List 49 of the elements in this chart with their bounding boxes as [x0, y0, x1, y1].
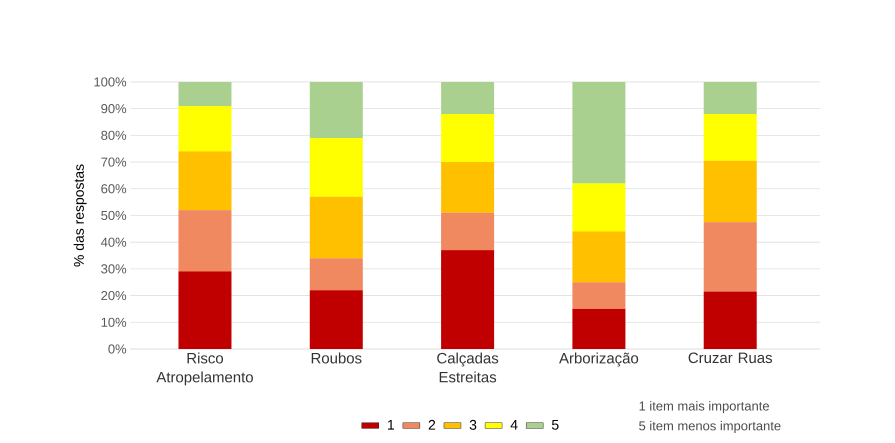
y-tick-label: 100%: [94, 77, 126, 86]
bar: [178, 82, 232, 106]
bar: [310, 82, 363, 138]
bar: [310, 196, 363, 258]
bar: [704, 222, 757, 292]
y-tick-label: 50%: [101, 210, 126, 220]
bar: [704, 160, 757, 222]
bar: [572, 308, 626, 349]
x-tick-label: Roubos: [312, 352, 362, 364]
bar: [178, 151, 232, 210]
y-tick-label: 10%: [102, 318, 126, 327]
y-axis-title: % das respostas: [74, 164, 87, 266]
legend-label: 2: [428, 420, 436, 430]
bar: [178, 210, 232, 272]
bar: [572, 231, 626, 282]
bar: [572, 183, 626, 232]
bar: [310, 258, 363, 290]
bar: [178, 271, 232, 349]
y-tick-label: 30%: [101, 264, 126, 274]
bar: [441, 212, 494, 250]
x-tick-label: Arborização: [559, 352, 638, 366]
y-tick-label: 70%: [101, 157, 126, 167]
bar: [441, 82, 494, 114]
legend-label: 4: [510, 420, 518, 430]
y-tick-label: 20%: [101, 290, 126, 300]
y-tick-label: 40%: [100, 238, 126, 247]
text: 1 item mais importante: [640, 401, 769, 414]
bar: [441, 162, 494, 213]
bar: [178, 106, 232, 152]
bar: [704, 114, 757, 161]
legend-label: 5: [552, 420, 559, 430]
legend-label: 3: [470, 420, 476, 430]
bar: [572, 282, 626, 309]
x-tick-label: Calçadas Estreitas: [437, 352, 498, 382]
bar: [704, 292, 757, 349]
legend-label: 1: [388, 420, 394, 430]
y-tick-label: 90%: [101, 104, 126, 114]
x-tick-label: Risco Atropelamento: [156, 352, 253, 386]
bar: [441, 114, 494, 162]
bar: [310, 138, 363, 197]
bar: [704, 82, 757, 114]
x-tick-label: Cruzar Ruas: [688, 352, 772, 364]
bar: [441, 250, 494, 349]
bar: [572, 82, 626, 184]
text: 5 item menos importante: [639, 420, 781, 433]
y-tick-label: 60%: [101, 184, 126, 194]
y-tick-label: 0%: [108, 344, 126, 354]
bar: [310, 290, 363, 349]
y-tick-label: 80%: [101, 130, 126, 140]
